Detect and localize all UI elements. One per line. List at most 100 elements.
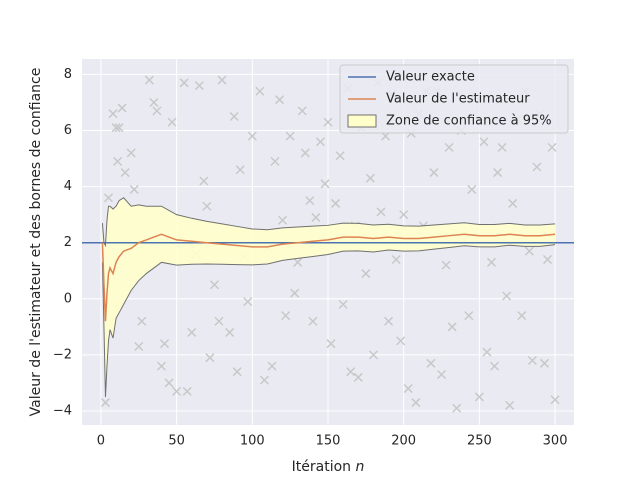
- sample-point: [305, 196, 315, 206]
- x-axis-label-var: n: [355, 459, 364, 475]
- sample-point: [100, 398, 110, 408]
- sample-point: [391, 254, 401, 265]
- y-tick-label: 8: [64, 67, 72, 82]
- x-tick-label: 50: [168, 434, 185, 449]
- band-lower: [101, 244, 556, 397]
- confidence-band: [102, 197, 556, 397]
- sample-point: [311, 212, 321, 222]
- sample-point: [270, 156, 280, 166]
- sample-point: [214, 316, 224, 326]
- sample-point: [117, 103, 127, 113]
- sample-point: [447, 322, 457, 332]
- sample-point: [187, 327, 197, 337]
- legend-label: Zone de confiance à 95%: [386, 114, 552, 129]
- sample-point: [293, 257, 303, 267]
- sample-point: [275, 95, 285, 105]
- sample-point: [235, 165, 245, 175]
- sample-point: [108, 109, 118, 119]
- sample-point: [205, 353, 215, 363]
- sample-point: [542, 254, 553, 265]
- sample-point: [517, 311, 527, 321]
- sample-point: [426, 358, 436, 368]
- sample-point: [243, 297, 253, 307]
- x-tick-label: 250: [467, 434, 492, 449]
- sample-point: [247, 131, 257, 141]
- sample-point: [120, 168, 130, 178]
- sample-point: [550, 395, 560, 405]
- sample-point: [156, 361, 167, 371]
- legend-label: Valeur de l'estimateur: [386, 92, 530, 107]
- sample-point: [278, 215, 288, 225]
- y-tick-label: 6: [64, 123, 72, 138]
- y-tick-label: −4: [53, 403, 72, 418]
- sample-point: [134, 341, 144, 352]
- sample-point: [217, 75, 227, 85]
- y-tick-label: −2: [53, 347, 72, 362]
- sample-point: [149, 97, 159, 108]
- sample-point: [182, 386, 192, 396]
- sample-point: [300, 148, 310, 158]
- x-tick-label: 0: [97, 434, 105, 449]
- sample-point: [194, 81, 204, 91]
- sample-point: [467, 184, 477, 194]
- sample-point: [474, 392, 484, 402]
- sample-point: [346, 367, 356, 377]
- sample-point: [159, 339, 170, 349]
- sample-point: [202, 201, 212, 211]
- sample-point: [482, 347, 492, 357]
- sample-point: [137, 316, 147, 326]
- sample-point: [437, 369, 447, 380]
- x-tick-label: 150: [316, 434, 341, 449]
- sample-point: [126, 148, 136, 158]
- sample-point: [172, 386, 182, 396]
- sample-point: [361, 269, 371, 279]
- sample-point: [209, 280, 219, 290]
- x-tick-label: 200: [391, 434, 416, 449]
- y-axis-label: Valeur de l'estimateur et des bornes de …: [28, 68, 44, 417]
- sample-point: [267, 361, 277, 371]
- sample-point: [229, 111, 239, 122]
- sample-point: [527, 355, 537, 366]
- sample-point: [323, 117, 333, 127]
- sample-point: [411, 398, 421, 408]
- sample-point: [493, 168, 503, 178]
- sample-point: [179, 78, 189, 88]
- sample-point: [111, 123, 121, 133]
- band-upper: [101, 197, 556, 248]
- sample-point: [384, 316, 394, 326]
- sample-point: [508, 198, 518, 208]
- sample-point: [331, 198, 341, 208]
- sample-point: [199, 176, 209, 186]
- sample-point: [539, 358, 550, 368]
- sample-point: [225, 327, 235, 337]
- y-tick-label: 4: [64, 179, 72, 194]
- sample-point: [308, 316, 318, 326]
- sample-point: [403, 384, 413, 394]
- sample-point: [486, 257, 497, 267]
- sample-point: [396, 336, 406, 346]
- sample-point: [335, 151, 345, 161]
- sample-point: [365, 173, 375, 183]
- sample-point: [164, 378, 174, 388]
- sample-point: [452, 403, 462, 413]
- sample-point: [524, 246, 534, 256]
- sample-point: [502, 291, 512, 301]
- sample-point: [338, 299, 348, 309]
- sample-point: [320, 179, 330, 189]
- sample-point: [290, 288, 300, 298]
- sample-point: [259, 375, 269, 385]
- x-tick-label: 100: [240, 434, 265, 449]
- sample-point: [152, 106, 162, 116]
- sample-point: [532, 162, 542, 172]
- sample-point: [489, 361, 500, 371]
- y-tick-label: 0: [64, 291, 72, 306]
- sample-point: [547, 142, 557, 152]
- sample-point: [114, 123, 124, 133]
- sample-point: [129, 184, 139, 194]
- sample-point: [441, 260, 451, 270]
- sample-point: [399, 210, 409, 220]
- sample-point: [353, 372, 363, 382]
- x-axis-label: Itération n: [292, 459, 365, 475]
- legend-box: [339, 64, 569, 134]
- sample-point: [281, 311, 291, 321]
